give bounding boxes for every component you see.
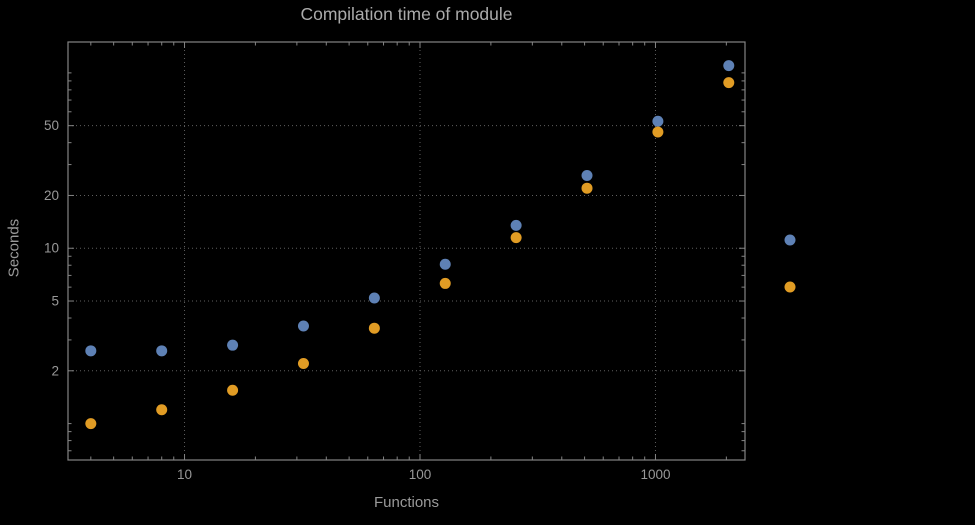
series-1-point — [156, 345, 168, 357]
series-1-point — [581, 169, 593, 181]
series-1-point — [652, 115, 664, 127]
series-1-point — [439, 258, 451, 270]
series-2-point — [297, 358, 309, 370]
x-tick-label: 100 — [409, 467, 432, 482]
y-tick-label: 5 — [51, 294, 59, 309]
series-2-point — [227, 384, 239, 396]
legend-marker — [784, 281, 796, 293]
y-tick-label: 2 — [51, 363, 59, 378]
series-2-point — [581, 182, 593, 194]
series-2-point — [439, 277, 451, 289]
series-1-point — [297, 320, 309, 332]
series-2-point — [85, 418, 97, 430]
series-1-point — [227, 339, 239, 351]
x-tick-label: 10 — [177, 467, 192, 482]
series-1-point — [85, 345, 97, 357]
series-1-point — [368, 292, 380, 304]
y-tick-label: 10 — [44, 241, 59, 256]
series-2-point — [652, 126, 664, 138]
series-1-point — [510, 219, 522, 231]
series-2-point — [723, 77, 735, 89]
series-2-point — [156, 404, 168, 416]
series-2-point — [510, 232, 522, 244]
series-2-point — [368, 322, 380, 334]
chart-title: Compilation time of module — [300, 4, 513, 24]
y-tick-label: 50 — [44, 118, 59, 133]
x-tick-label: 1000 — [640, 467, 670, 482]
legend-marker — [784, 234, 796, 246]
series-1-point — [723, 60, 735, 72]
y-tick-label: 20 — [44, 188, 59, 203]
x-axis-label: Functions — [373, 494, 440, 511]
plot-frame — [67, 41, 746, 461]
